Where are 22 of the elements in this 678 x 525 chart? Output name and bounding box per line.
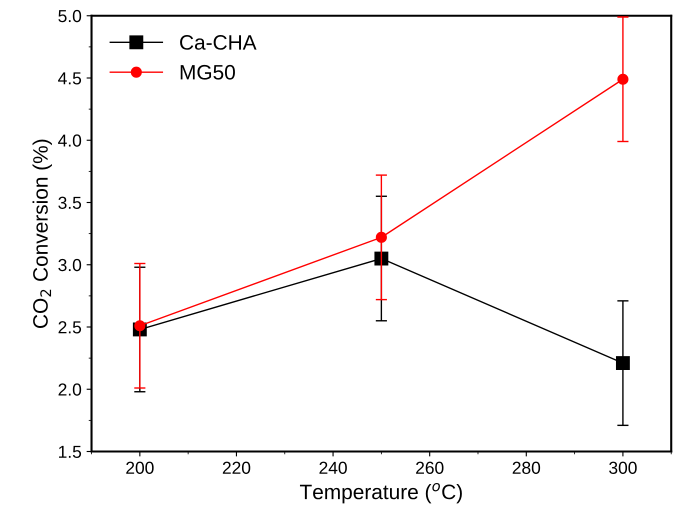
x-tick-label: 300 xyxy=(609,462,637,474)
x-tick-label: 280 xyxy=(512,462,540,474)
y-axis-title: CO$_{2}$ Conversion (%) xyxy=(32,140,52,328)
y-tick-label: 1.5 xyxy=(59,446,82,458)
point xyxy=(617,74,628,85)
x-tick-label: 240 xyxy=(319,462,347,474)
y-tick-label: 4.5 xyxy=(58,72,82,84)
legend-label: Ca-CHA xyxy=(180,35,257,50)
y-tick-label: 2.5 xyxy=(58,321,82,334)
x-tick-label: 220 xyxy=(222,462,250,474)
point xyxy=(616,356,630,370)
y-tick-label: 4.0 xyxy=(58,134,82,147)
x-tick-label: 260 xyxy=(416,462,444,474)
legend-label: MG50 xyxy=(180,64,235,80)
x-tick-label: 200 xyxy=(126,462,154,474)
y-tick-label: 5.0 xyxy=(58,10,82,22)
point xyxy=(376,232,387,243)
y-tick-label: 2.0 xyxy=(58,383,82,396)
y-tick-label: 3.0 xyxy=(58,258,82,272)
point xyxy=(134,320,146,332)
x-axis-title: Temperature ($^{o}$C) xyxy=(300,482,462,504)
y-tick-label: 3.5 xyxy=(58,196,82,209)
